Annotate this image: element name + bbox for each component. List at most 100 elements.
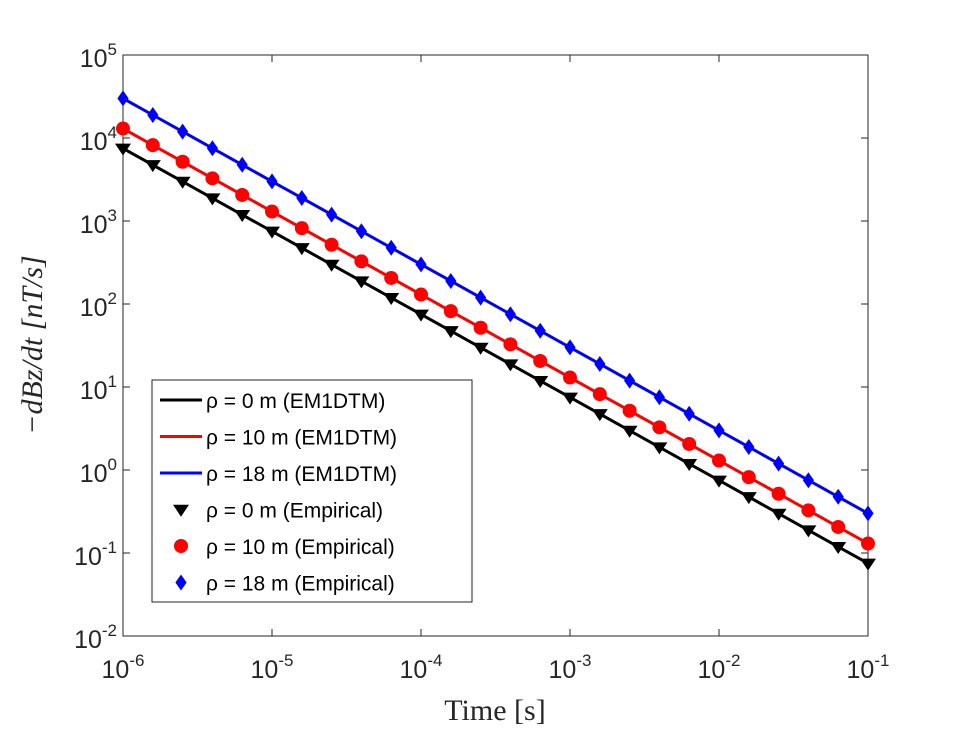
marker xyxy=(860,558,876,571)
marker xyxy=(564,339,576,356)
marker xyxy=(294,221,309,236)
marker xyxy=(771,486,786,501)
marker xyxy=(861,536,875,551)
marker xyxy=(831,519,846,534)
tick-exponent: -1 xyxy=(102,538,117,557)
marker xyxy=(265,204,279,219)
marker xyxy=(503,337,518,352)
marker xyxy=(475,289,487,306)
tick-base: 10 xyxy=(549,656,577,684)
marker xyxy=(326,206,338,223)
tick-exponent: -1 xyxy=(874,651,889,670)
marker xyxy=(385,239,397,256)
marker xyxy=(713,422,725,439)
tick-exponent: 4 xyxy=(108,123,117,142)
marker xyxy=(445,272,457,289)
tick-base: 10 xyxy=(400,656,428,684)
marker xyxy=(206,140,218,157)
tick-exponent: -5 xyxy=(278,651,293,670)
x-tick-label: 10-4 xyxy=(400,651,443,684)
y-tick-label: 10-2 xyxy=(74,621,117,654)
marker xyxy=(472,342,489,355)
marker xyxy=(592,387,607,402)
tick-base: 10 xyxy=(698,656,726,684)
marker xyxy=(683,405,695,422)
tick-exponent: 5 xyxy=(108,40,117,59)
marker xyxy=(174,539,188,553)
x-tick-label: 10-5 xyxy=(251,651,294,684)
legend-box xyxy=(151,379,473,603)
marker xyxy=(801,503,816,518)
y-tick-label: 103 xyxy=(80,206,117,239)
legend-label: ρ = 18 m (Empirical) xyxy=(206,573,395,596)
legend-label: ρ = 10 m (Empirical) xyxy=(206,536,395,559)
marker xyxy=(533,353,548,368)
marker xyxy=(204,193,221,206)
x-tick-label: 10-6 xyxy=(102,651,145,684)
marker xyxy=(383,292,400,305)
marker xyxy=(413,309,429,322)
marker xyxy=(621,425,638,438)
marker xyxy=(353,276,370,289)
marker xyxy=(144,160,161,173)
marker xyxy=(354,254,369,269)
marker xyxy=(235,187,250,202)
marker xyxy=(324,237,339,252)
y-tick-label: 101 xyxy=(80,372,117,405)
marker xyxy=(681,458,698,471)
tick-base: 10 xyxy=(102,656,130,684)
marker xyxy=(830,541,847,554)
marker xyxy=(117,90,129,107)
marker xyxy=(651,442,668,455)
tick-exponent: 2 xyxy=(108,289,117,308)
marker xyxy=(116,121,130,136)
legend: ρ = 0 m (EM1DTM) ρ = 10 m (EM1DTM) ρ = 18 … xyxy=(151,379,473,603)
marker xyxy=(741,470,756,485)
tick-base: 10 xyxy=(80,211,108,239)
tick-base: 10 xyxy=(80,460,108,488)
marker xyxy=(532,375,549,388)
marker xyxy=(832,488,844,505)
tick-base: 10 xyxy=(80,294,108,322)
tick-exponent: -3 xyxy=(576,651,591,670)
tick-exponent: 3 xyxy=(108,206,117,225)
x-axis-label: Time [s] xyxy=(444,694,545,727)
tick-exponent: -6 xyxy=(129,651,144,670)
legend-label: ρ = 18 m (EM1DTM) xyxy=(206,463,397,486)
marker xyxy=(443,304,458,319)
marker xyxy=(173,504,189,517)
tick-base: 10 xyxy=(251,656,279,684)
marker xyxy=(473,320,488,335)
y-axis-label: −dBz/dt [nT/s] xyxy=(16,255,49,434)
marker xyxy=(264,226,280,239)
marker xyxy=(175,154,190,169)
marker xyxy=(414,287,428,302)
marker xyxy=(293,243,310,256)
y-tick-label: 10-1 xyxy=(74,538,117,571)
tick-exponent: 0 xyxy=(108,455,117,474)
marker xyxy=(296,189,308,206)
marker xyxy=(384,270,399,285)
marker xyxy=(591,409,608,422)
x-tick-label: 10-3 xyxy=(549,651,592,684)
marker xyxy=(562,392,578,405)
marker xyxy=(800,525,817,538)
marker xyxy=(594,355,606,372)
y-tick-label: 105 xyxy=(80,40,117,73)
marker xyxy=(205,171,220,186)
marker xyxy=(115,143,131,156)
marker xyxy=(504,306,516,323)
tick-base: 10 xyxy=(80,128,108,156)
tick-exponent: -2 xyxy=(725,651,740,670)
legend-label: ρ = 0 m (Empirical) xyxy=(206,500,383,523)
tick-exponent: 1 xyxy=(108,372,117,391)
marker xyxy=(712,453,726,468)
tick-base: 10 xyxy=(74,543,102,571)
marker xyxy=(442,326,459,339)
tick-base: 10 xyxy=(74,626,102,654)
marker xyxy=(682,436,697,451)
y-tick-label: 102 xyxy=(80,289,117,322)
y-tick-label: 100 xyxy=(80,455,117,488)
marker xyxy=(145,138,160,153)
